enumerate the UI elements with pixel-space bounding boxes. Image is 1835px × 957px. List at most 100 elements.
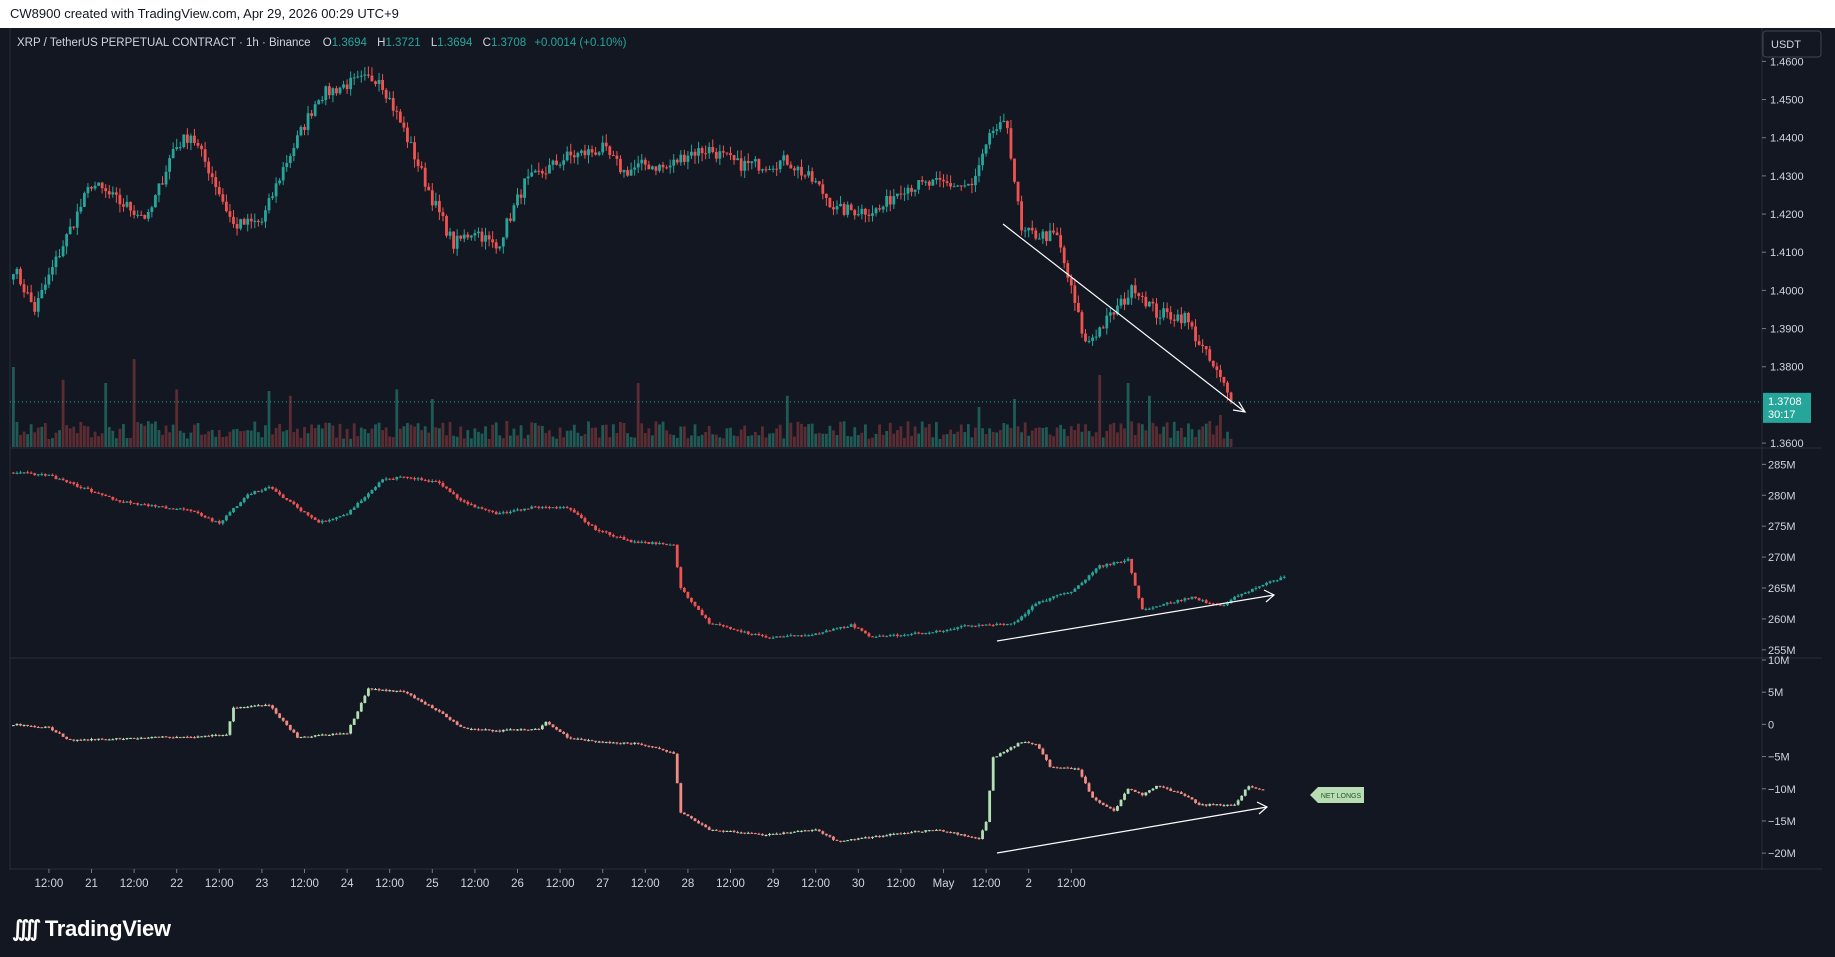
open-interest-candle [1066,592,1070,595]
volume-bar [1197,429,1201,447]
price-candle [281,161,285,186]
price-candle [416,152,420,172]
open-interest-candle [1229,598,1233,604]
volume-bar [821,433,825,447]
volume-bar [917,433,921,447]
net-longs-candle [1002,751,1006,755]
net-longs-candle [274,707,278,715]
open-interest-candle [853,622,857,630]
net-longs-candle [33,725,37,728]
open-interest-candle [700,608,704,616]
net-longs-candle [193,736,196,739]
open-interest-candle [530,505,534,510]
volume-bar [1148,395,1151,447]
net-longs-candle [963,833,967,837]
open-interest-candle [260,488,264,493]
volume-bar [647,428,651,447]
oi-tick-label: 280M [1768,490,1796,502]
net-longs-candle [771,833,775,835]
price-candle [370,67,374,82]
open-interest-candle [1233,595,1236,601]
price-tick-label: 1.3600 [1770,438,1804,450]
net-longs-candle [793,831,796,833]
volume-bar [903,437,906,447]
volume-bar [1059,424,1063,447]
open-interest-candle [352,506,356,511]
price-candle [771,165,775,173]
open-interest-candle [161,505,164,508]
net-longs-label[interactable]: NET LONGS [1310,787,1364,803]
price-tick-label: 1.4200 [1770,209,1804,221]
price-candle [587,145,590,164]
volume-bar [714,434,718,447]
time-axis[interactable]: 12:00 21 12:00 22 12:00 23 12:00 24 12:00 25 12:00… [35,869,1086,890]
open-interest-candle [981,624,984,627]
net-longs-candle [342,732,345,735]
volume-bar [626,433,629,447]
net-longs-candle [885,834,889,837]
price-candle [79,198,83,214]
open-interest-scale[interactable]: 285M 280M 275M 270M 265M 260M 255M [1762,459,1796,657]
price-candle [402,116,406,132]
volume-bar [491,424,495,447]
net-longs-candle [796,830,800,833]
net-longs-candle [729,830,732,832]
price-candle [1034,227,1038,241]
open-interest-candle [168,508,171,510]
oi-uptrend-arrow[interactable] [996,594,1275,642]
net-longs-candle [583,738,587,741]
open-interest-candle [395,476,399,481]
open-interest-candles [12,470,1286,639]
open-interest-candle [743,630,747,634]
net-longs-candle [1226,804,1229,807]
volume-bar [1194,437,1197,447]
volume-bar [36,427,40,447]
volume-bar [139,423,143,447]
price-candle [597,151,601,157]
price-candle [583,144,587,159]
price-candle [690,144,693,160]
net-longs-candle [448,716,452,721]
open-interest-candle [1069,591,1073,595]
volume-bar [161,434,164,447]
price-candle [47,267,51,289]
net-longs-candle [668,750,672,754]
price-candle [672,154,676,173]
chart-area[interactable]: NET LONGS XRP / TetherUS PERPETUAL CONTR… [0,28,1835,899]
price-candle [327,82,331,100]
price-tick-label: 1.4500 [1770,95,1804,107]
net-longs-candle [1023,741,1027,744]
open-interest-candle [104,494,108,497]
volume-bar [750,435,754,447]
price-candle [1197,334,1201,346]
price-candle [988,129,992,149]
net-longs-candle [228,721,232,736]
net-longs-candle [920,831,924,833]
open-interest-candle [1023,612,1027,618]
net-longs-candle [1091,791,1094,798]
price-candle [200,143,203,157]
net-longs-candle [79,738,83,741]
price-scale[interactable]: USDT 1.4600 1.4500 1.4400 1.4300 1.4200 1.410… [1762,30,1822,450]
net-longs-candle [157,736,161,738]
net-longs-candle [171,736,175,739]
net-longs-uptrend-arrow[interactable] [996,806,1268,854]
open-interest-candle [1240,593,1244,598]
tradingview-logo-text: TradingView [44,916,171,941]
price-candle [306,105,310,136]
open-interest-candle [718,622,722,626]
volume-bar [959,424,963,447]
tradingview-logo[interactable]: ⨌ TradingView [12,916,171,942]
currency-button[interactable] [1762,30,1822,58]
open-interest-candle [835,627,839,630]
net-longs-label-text: NET LONGS [1321,793,1362,800]
volume-bar [881,434,885,447]
volume-bar [86,426,90,447]
net-longs-scale[interactable]: 10M 5M 0 −5M −10M −15M −20M [1762,655,1796,860]
price-candle [821,179,825,200]
price-downtrend-arrow[interactable] [1002,223,1246,413]
price-candle [86,183,90,198]
volume-bar [874,433,878,447]
net-longs-candle [938,829,942,831]
price-candle [1162,302,1165,321]
